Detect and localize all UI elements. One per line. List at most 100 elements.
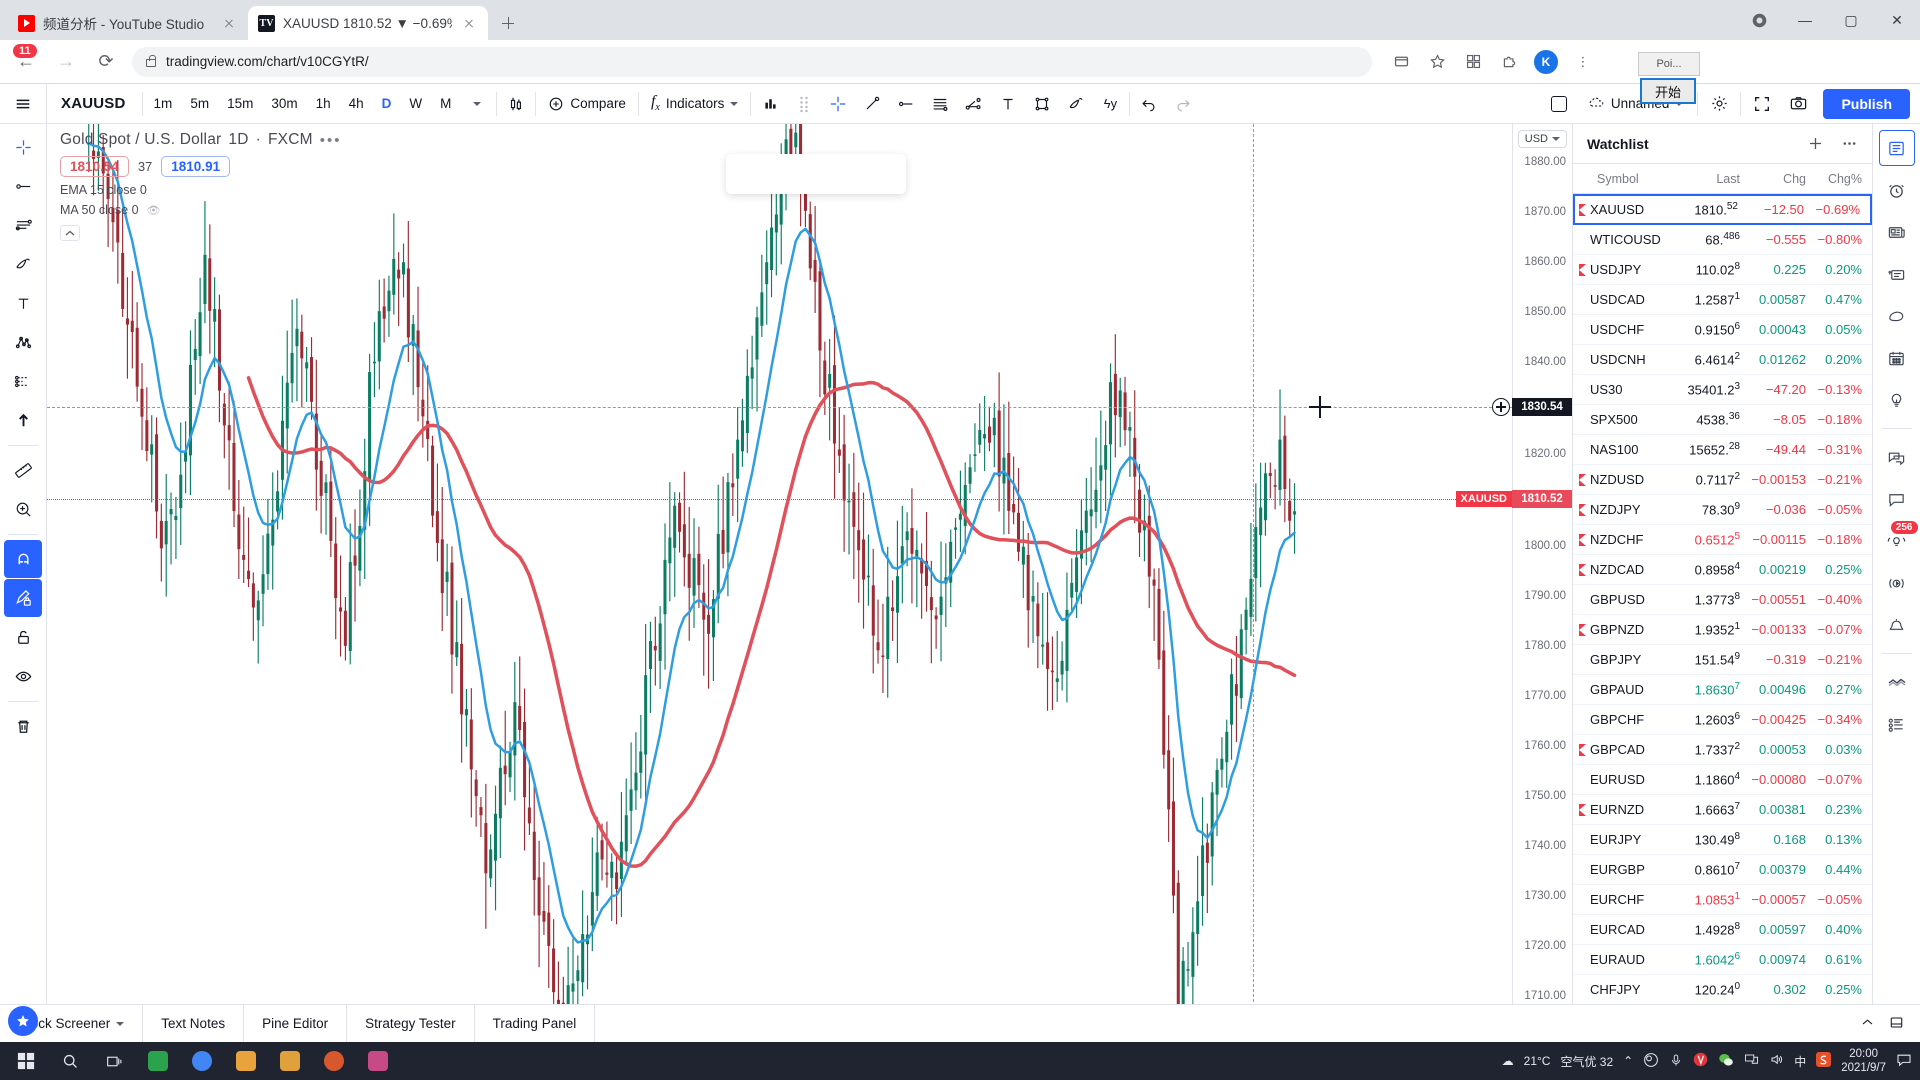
text-icon[interactable] [4,284,42,322]
air-quality[interactable]: 空气优 32 [1560,1054,1614,1069]
watchlist-row-eurjpy[interactable]: EURJPY 130.498 0.168 0.13% [1573,825,1872,855]
currency-selector[interactable]: USD [1517,130,1567,148]
watchlist-row-us30[interactable]: US30 35401.23 −47.20 −0.13% [1573,375,1872,405]
broadcast-icon[interactable] [1879,565,1915,601]
watchlist-icon[interactable] [1878,130,1915,166]
watchlist-row-xauusd[interactable]: XAUUSD 1810.52 −12.50 −0.69% [1573,194,1872,225]
zoom-icon[interactable] [4,490,42,528]
action-center-icon[interactable] [1896,1052,1912,1071]
snapshot-camera-icon[interactable] [1781,89,1815,119]
watchlist-row-euraud[interactable]: EURAUD 1.60426 0.00974 0.61% [1573,945,1872,975]
interval-d[interactable]: D [381,96,392,111]
sogou-icon[interactable] [1816,1052,1832,1070]
watchlist-row-eurusd[interactable]: EURUSD 1.18604 −0.00080 −0.07% [1573,765,1872,795]
browser-tab-tradingview[interactable]: TV XAUUSD 1810.52 ▼ −0.69% U [248,6,488,40]
watchlist-row-gbpchf[interactable]: GBPCHF 1.26036 −0.00425 −0.34% [1573,705,1872,735]
volume-icon[interactable] [1769,1052,1784,1070]
browser-tab-youtube[interactable]: 频道分析 - YouTube Studio [8,6,248,40]
tab-pine-editor[interactable]: Pine Editor [244,1004,348,1043]
watchlist-row-gbpnzd[interactable]: GBPNZD 1.93521 −0.00133 −0.07% [1573,615,1872,645]
expand-panel-icon[interactable] [1860,1015,1875,1033]
col-chgp[interactable]: Chg% [1827,171,1862,186]
taskbar-app-1[interactable] [138,1042,178,1080]
chrome-menu-icon[interactable]: ⋮ [1576,53,1590,69]
interval-more-chevron-icon[interactable] [460,89,494,119]
chevron-down-icon[interactable] [730,101,739,106]
interval-30m[interactable]: 30m [271,96,298,111]
chart-type-candles-icon[interactable] [499,89,533,119]
watchlist-row-wticousd[interactable]: WTICOUSD 68.486 −0.555 −0.80% [1573,225,1872,255]
watchlist-row-eurcad[interactable]: EURCAD 1.49288 0.00597 0.40% [1573,915,1872,945]
interval-w[interactable]: W [409,96,423,111]
taskbar-app-2[interactable] [270,1042,310,1080]
app-tray-icon[interactable] [1693,1052,1708,1070]
horizontal-line-tool-icon[interactable] [889,89,923,119]
weather-temp[interactable]: 21°C [1523,1054,1551,1068]
brush-tool-icon[interactable] [1059,89,1093,119]
watchlist-row-gbpjpy[interactable]: GBPJPY 151.549 −0.319 −0.21% [1573,645,1872,675]
close-window-button[interactable]: ✕ [1891,12,1903,28]
bookmark-star-icon[interactable] [1426,51,1448,73]
tab-strategy-tester[interactable]: Strategy Tester [347,1004,475,1043]
tv-menu-button[interactable] [0,83,47,124]
chart-settings-gear-icon[interactable] [1702,89,1736,119]
star-fab-button[interactable] [8,1006,38,1036]
magnet-icon[interactable] [4,540,42,578]
task-view-icon[interactable] [94,1042,134,1080]
private-chat-icon[interactable] [1879,481,1915,517]
watchlist-row-usdjpy[interactable]: USDJPY 110.028 0.225 0.20% [1573,255,1872,285]
drag-handle-icon[interactable] [787,89,821,119]
avatar[interactable]: K [1534,49,1558,74]
news-icon[interactable] [1879,214,1915,250]
chat-icon[interactable] [1879,439,1915,475]
ime-indicator[interactable]: 中 [1794,1054,1807,1069]
minimize-button[interactable]: — [1798,12,1812,28]
maximize-button[interactable]: ▢ [1844,12,1858,28]
watchlist-row-eurchf[interactable]: EURCHF 1.08531 −0.00057 −0.05% [1573,885,1872,915]
watchlist-row-eurnzd[interactable]: EURNZD 1.66637 0.00381 0.23% [1573,795,1872,825]
taskbar-clock[interactable]: 20:00 2021/9/7 [1841,1047,1886,1076]
indicator-templates-icon[interactable] [753,89,787,119]
object-tree-icon[interactable] [1879,706,1915,742]
network-icon[interactable] [1744,1052,1759,1070]
close-icon[interactable] [220,14,238,32]
puzzle-icon[interactable] [1498,51,1520,73]
watchlist-row-chfjpy[interactable]: CHFJPY 120.240 0.302 0.25% [1573,975,1872,1005]
redo-button[interactable] [1166,89,1200,119]
watchlist-row-spx500[interactable]: SPX500 4538.36 −8.05 −0.18% [1573,405,1872,435]
taskbar-app-4[interactable] [358,1042,398,1080]
tab-stock-screener[interactable]: Stock Screener [0,1004,144,1043]
price-axis[interactable]: USD 1880.00 1870.00 1860.00 1850.00 1840… [1512,124,1572,1042]
horizontal-lines-icon[interactable] [4,206,42,244]
crosshair-icon[interactable] [4,128,42,166]
watchlist-row-gbpcad[interactable]: GBPCAD 1.73372 0.00053 0.03% [1573,735,1872,765]
address-bar[interactable]: tradingview.com/chart/v10CGYtR/ [132,46,1372,77]
ideas-icon[interactable] [1879,382,1915,418]
tab-text-notes[interactable]: Text Notes [143,1004,245,1043]
patterns-icon[interactable] [4,323,42,361]
taskbar-app-3[interactable] [314,1042,354,1080]
crosshair-tool-icon[interactable] [821,89,855,119]
measure-icon[interactable] [4,451,42,489]
watchlist-row-usdcad[interactable]: USDCAD 1.25871 0.00587 0.47% [1573,285,1872,315]
chart-container[interactable]: Gold Spot / U.S. Dollar 1D · FXCM ••• 18… [47,124,1572,1080]
obs-icon[interactable] [1643,1052,1659,1071]
indicators-button[interactable]: fx Indicators [641,89,748,119]
watchlist-row-nzdjpy[interactable]: NZDJPY 78.309 −0.036 −0.05% [1573,495,1872,525]
search-icon[interactable] [50,1042,90,1080]
eye-icon[interactable] [4,657,42,695]
watchlist-row-nzdusd[interactable]: NZDUSD 0.71172 −0.00153 −0.21% [1573,465,1872,495]
watchlist-row-nas100[interactable]: NAS100 15652.28 −49.44 −0.31% [1573,435,1872,465]
interval-4h[interactable]: 4h [348,96,364,111]
wechat-icon[interactable] [1718,1052,1734,1071]
undo-button[interactable] [1132,89,1166,119]
text-tool-icon[interactable] [991,89,1025,119]
extension-icon[interactable] [1462,51,1484,73]
close-icon[interactable] [460,14,478,32]
arrow-icon[interactable] [4,401,42,439]
microphone-icon[interactable] [1669,1053,1683,1070]
symbol-search-button[interactable]: XAUUSD [61,95,126,112]
stream-icon[interactable]: 256 [1879,521,1918,559]
interval-1h[interactable]: 1h [315,96,331,111]
compare-button[interactable]: Compare [538,89,636,119]
